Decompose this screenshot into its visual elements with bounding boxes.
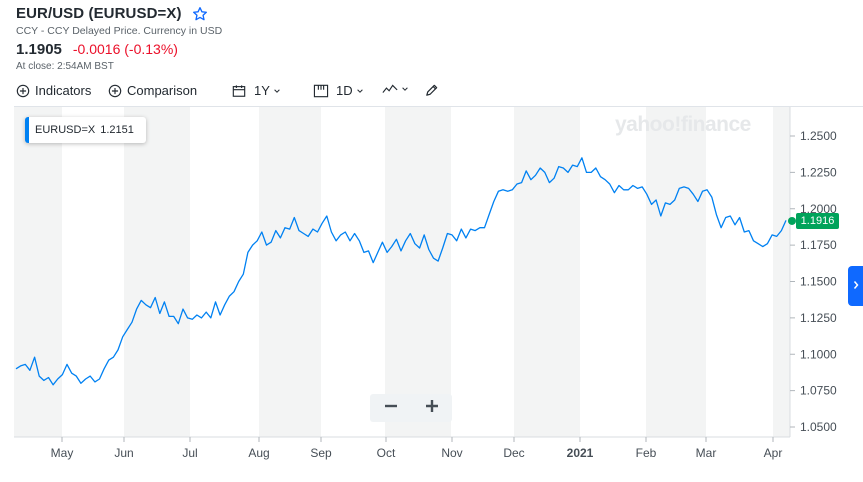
- y-tick-label: 1.2250: [800, 165, 837, 179]
- price-row: 1.1905 -0.0016 (-0.13%): [16, 41, 178, 58]
- chevron-right-icon: [852, 277, 860, 295]
- x-tick-label: Mar: [696, 446, 717, 460]
- x-tick-label: Jul: [182, 446, 197, 460]
- x-tick-label: 2021: [567, 446, 594, 460]
- range-selector[interactable]: 1Y: [232, 83, 281, 98]
- x-tick-label: Dec: [503, 446, 524, 460]
- interval-selector[interactable]: 1D: [313, 83, 364, 98]
- x-tick-label: Sep: [310, 446, 332, 460]
- last-price-tag: 1.1916: [796, 213, 839, 229]
- chart-type-selector[interactable]: [382, 83, 409, 95]
- chevron-down-icon: [401, 85, 409, 93]
- minus-icon: [384, 399, 398, 418]
- x-tick-label: Aug: [248, 446, 269, 460]
- month-band: [259, 107, 321, 437]
- last-price-dot: [788, 216, 796, 225]
- month-band: [14, 107, 62, 437]
- y-tick-label: 1.2000: [800, 202, 837, 216]
- chart-toolbar: Indicators Comparison 1Y 1D: [0, 80, 863, 104]
- range-label: 1Y: [254, 83, 270, 98]
- draw-button[interactable]: [424, 83, 439, 98]
- calendar-icon: [232, 84, 246, 98]
- y-tick-label: 1.1250: [800, 311, 837, 325]
- x-tick-label: Nov: [441, 446, 462, 460]
- x-tick-label: Apr: [764, 446, 783, 460]
- y-tick-label: 1.1000: [800, 347, 837, 361]
- legend-symbol: EURUSD=X: [35, 124, 96, 136]
- toolbar-divider: [14, 106, 863, 107]
- comparison-button[interactable]: Comparison: [108, 83, 197, 98]
- price-line: [15, 157, 787, 386]
- indicators-button[interactable]: Indicators: [16, 83, 91, 98]
- x-tick-label: Oct: [377, 446, 396, 460]
- quote-title: EUR/USD (EURUSD=X): [16, 5, 182, 22]
- zoom-in-button[interactable]: [411, 394, 452, 422]
- chevron-down-icon: [273, 87, 281, 95]
- month-band: [773, 107, 790, 437]
- x-tick-label: Jun: [114, 446, 133, 460]
- yahoo-finance-watermark: yahoo!finance: [615, 113, 751, 136]
- legend-color-bar: [25, 117, 29, 143]
- month-band: [124, 107, 190, 437]
- y-tick-label: 1.2500: [800, 129, 837, 143]
- zoom-controls: [370, 394, 452, 422]
- candle-icon: [313, 84, 329, 98]
- y-tick-label: 1.0500: [800, 420, 837, 434]
- price-change: -0.0016 (-0.13%): [72, 41, 178, 57]
- chevron-down-icon: [356, 87, 364, 95]
- side-panel-toggle[interactable]: [848, 266, 863, 306]
- line-chart-icon: [382, 83, 398, 95]
- quote-header: EUR/USD (EURUSD=X): [16, 5, 208, 22]
- series-legend: EURUSD=X 1.2151: [25, 117, 146, 143]
- plus-circle-icon: [108, 84, 122, 98]
- y-tick-label: 1.1750: [800, 238, 837, 252]
- pencil-icon: [424, 83, 439, 98]
- indicators-label: Indicators: [35, 83, 92, 98]
- month-band: [646, 107, 706, 437]
- close-time: At close: 2:54AM BST: [16, 61, 114, 72]
- current-price: 1.1905: [16, 41, 62, 58]
- x-tick-label: Feb: [636, 446, 657, 460]
- plus-icon: [425, 399, 439, 418]
- zoom-out-button[interactable]: [370, 394, 411, 422]
- x-tick-label: May: [51, 446, 74, 460]
- interval-label: 1D: [336, 83, 353, 98]
- month-band: [385, 107, 451, 437]
- star-icon[interactable]: [192, 6, 208, 22]
- plus-circle-icon: [16, 84, 30, 98]
- y-tick-label: 1.0750: [800, 384, 837, 398]
- month-band: [514, 107, 580, 437]
- y-tick-label: 1.1500: [800, 275, 837, 289]
- quote-subtitle: CCY - CCY Delayed Price. Currency in USD: [16, 25, 223, 37]
- legend-value: 1.2151: [100, 124, 134, 136]
- comparison-label: Comparison: [127, 83, 198, 98]
